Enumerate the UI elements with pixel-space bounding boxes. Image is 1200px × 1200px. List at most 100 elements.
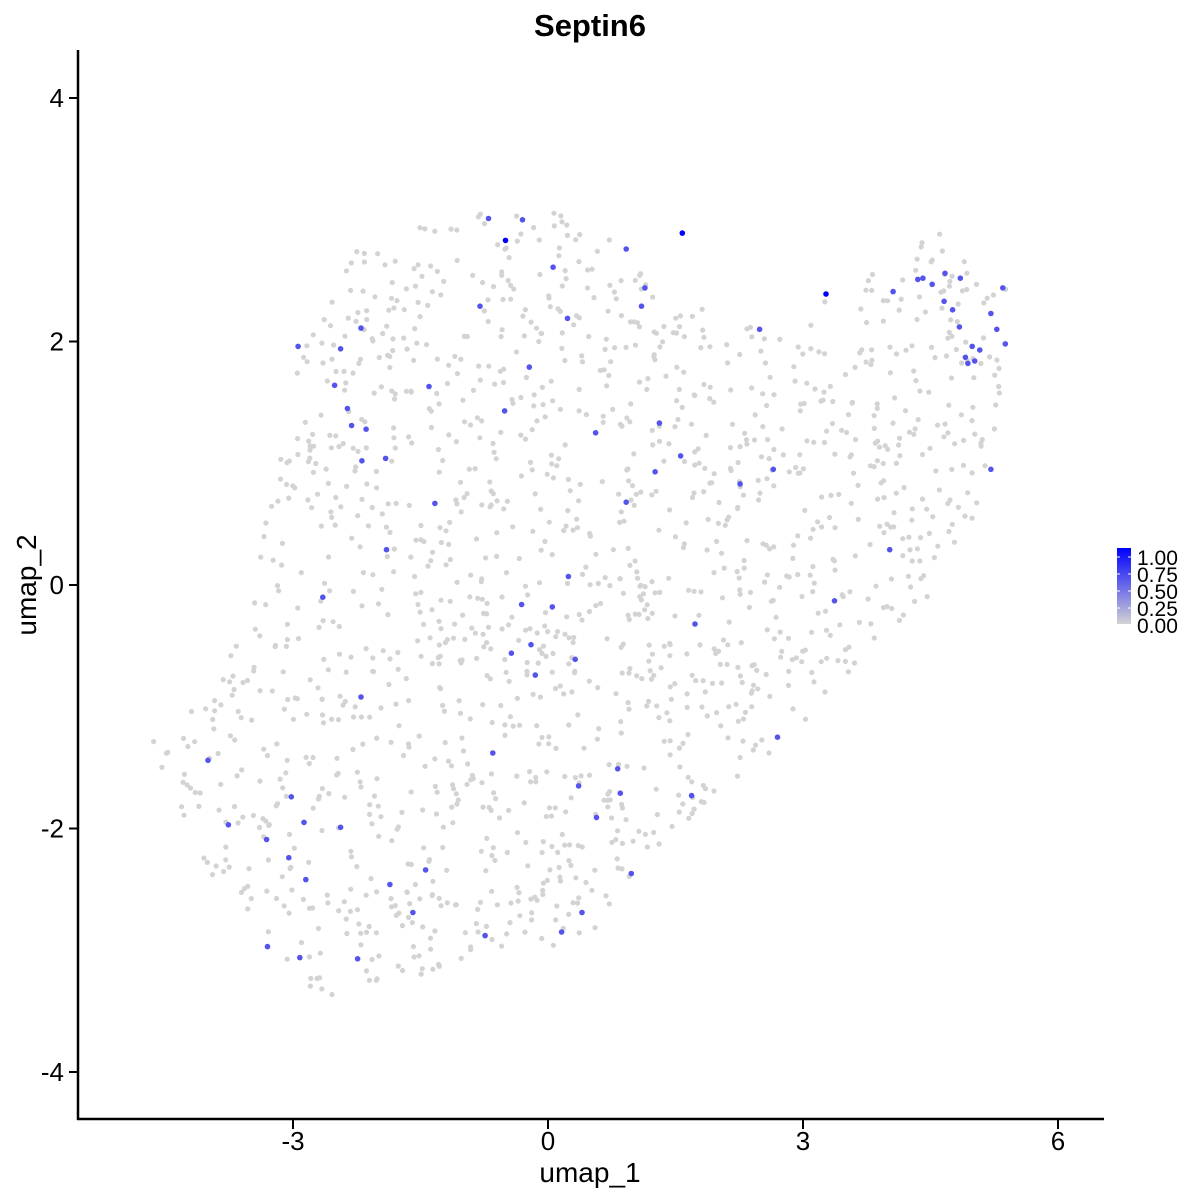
cell-point (392, 258, 398, 264)
cell-point (295, 451, 301, 458)
cell-point (540, 880, 547, 886)
cell-point (483, 555, 489, 561)
cell-point (283, 643, 289, 650)
cell-point (353, 464, 359, 470)
cell-point (627, 665, 633, 672)
cell-point (421, 621, 427, 628)
cell-point (212, 708, 218, 714)
cell-point (810, 526, 816, 532)
cell-point (488, 771, 495, 777)
cell-point (436, 661, 442, 667)
cell-point (310, 431, 316, 437)
cell-point (707, 396, 713, 402)
cell-point (432, 228, 438, 234)
cell-point (610, 406, 616, 412)
cell-point (283, 793, 289, 799)
cell-point (676, 809, 682, 815)
cell-point (824, 428, 830, 434)
scatter-points (151, 210, 1009, 998)
cell-point (799, 593, 805, 600)
expressing-cell-point (387, 881, 393, 888)
cell-point (702, 465, 708, 471)
cell-point (528, 319, 534, 325)
cell-point (666, 575, 672, 581)
cell-point (701, 489, 707, 495)
cell-point (440, 844, 446, 851)
cell-point (321, 317, 327, 323)
cell-point (360, 570, 366, 576)
cell-point (756, 497, 762, 503)
cell-point (274, 741, 280, 747)
y-tick-label: -2 (41, 814, 64, 844)
cell-point (363, 929, 370, 935)
cell-point (566, 635, 572, 641)
cell-point (536, 338, 542, 345)
cell-point (395, 649, 401, 656)
expressing-cell-point (638, 303, 645, 310)
cell-point (900, 277, 906, 283)
cell-point (319, 827, 325, 834)
cell-point (821, 389, 827, 395)
cell-point (429, 661, 435, 667)
cell-point (644, 703, 650, 709)
cell-point (307, 455, 313, 461)
cell-point (372, 294, 378, 300)
cell-point (589, 266, 595, 272)
cell-point (536, 647, 543, 653)
cell-point (412, 283, 419, 289)
cell-point (652, 590, 658, 596)
cell-point (430, 966, 436, 972)
cell-point (852, 437, 859, 443)
cell-point (740, 492, 747, 498)
cell-point (389, 388, 395, 394)
cell-point (375, 803, 381, 809)
cell-point (432, 756, 438, 762)
cell-point (389, 458, 395, 464)
cell-point (355, 309, 361, 316)
cell-point (773, 614, 779, 620)
cell-point (911, 368, 917, 374)
cell-point (725, 642, 731, 648)
cell-point (681, 541, 687, 547)
cell-point (315, 796, 322, 802)
cell-point (518, 394, 524, 401)
cell-point (533, 325, 540, 331)
cell-point (370, 655, 376, 661)
cell-point (473, 536, 480, 542)
expressing-cell-point (558, 929, 565, 935)
cell-point (315, 925, 322, 932)
cell-point (514, 773, 520, 779)
expressing-cell-point (264, 943, 271, 950)
cell-point (489, 888, 495, 894)
cell-point (618, 719, 624, 725)
cell-point (534, 723, 540, 729)
cell-point (924, 506, 930, 512)
cell-point (949, 521, 955, 527)
cell-point (819, 524, 825, 530)
cell-point (394, 298, 400, 304)
cell-point (437, 525, 443, 531)
cell-point (554, 629, 561, 635)
cell-point (978, 443, 984, 449)
cell-point (734, 773, 741, 779)
cell-point (536, 237, 542, 243)
cell-point (528, 896, 534, 902)
expressing-cell-point (508, 650, 515, 656)
cell-point (836, 491, 842, 497)
expressing-cell-point (942, 270, 948, 277)
cell-point (549, 461, 555, 467)
cell-point (871, 635, 877, 641)
cell-point (415, 638, 421, 644)
cell-point (366, 977, 372, 983)
cell-point (676, 792, 682, 798)
cell-point (493, 796, 499, 802)
cell-point (842, 658, 849, 665)
cell-point (454, 501, 460, 507)
cell-point (391, 425, 397, 431)
cell-point (371, 793, 378, 799)
cell-point (941, 434, 947, 440)
expressing-cell-point (501, 408, 508, 414)
cell-point (260, 816, 266, 822)
cell-point (641, 765, 647, 771)
cell-point (501, 506, 507, 512)
